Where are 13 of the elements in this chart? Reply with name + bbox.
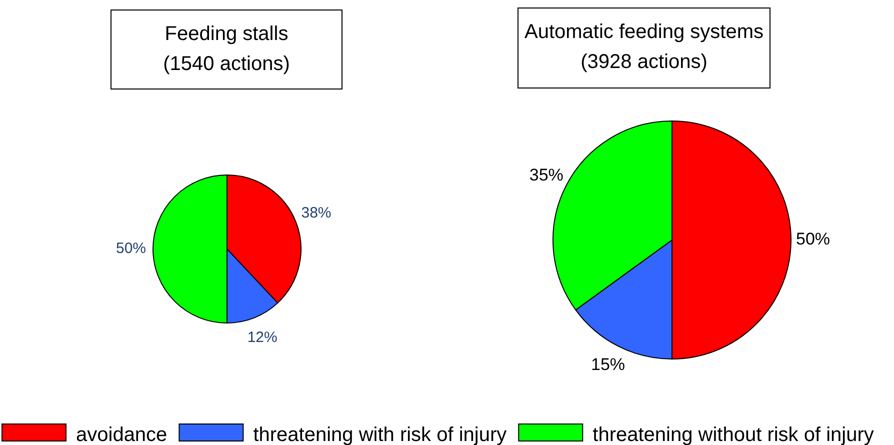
data-label: 50% xyxy=(116,240,146,257)
chart-title: Automatic feeding systems xyxy=(524,21,764,43)
chart-subtitle: (1540 actions) xyxy=(163,53,290,75)
data-label: 35% xyxy=(529,165,564,184)
data-label: 38% xyxy=(301,204,332,222)
data-label: 15% xyxy=(590,355,626,374)
chart-title: Feeding stalls xyxy=(164,23,288,45)
data-label: 50% xyxy=(796,229,830,248)
legend-label: avoidance xyxy=(76,424,168,445)
chart-subtitle: (3928 actions) xyxy=(580,51,708,73)
legend-label: threatening with risk of injury xyxy=(253,424,507,445)
legend-label: threatening without risk of injury xyxy=(592,424,874,445)
data-label: 12% xyxy=(247,329,278,346)
